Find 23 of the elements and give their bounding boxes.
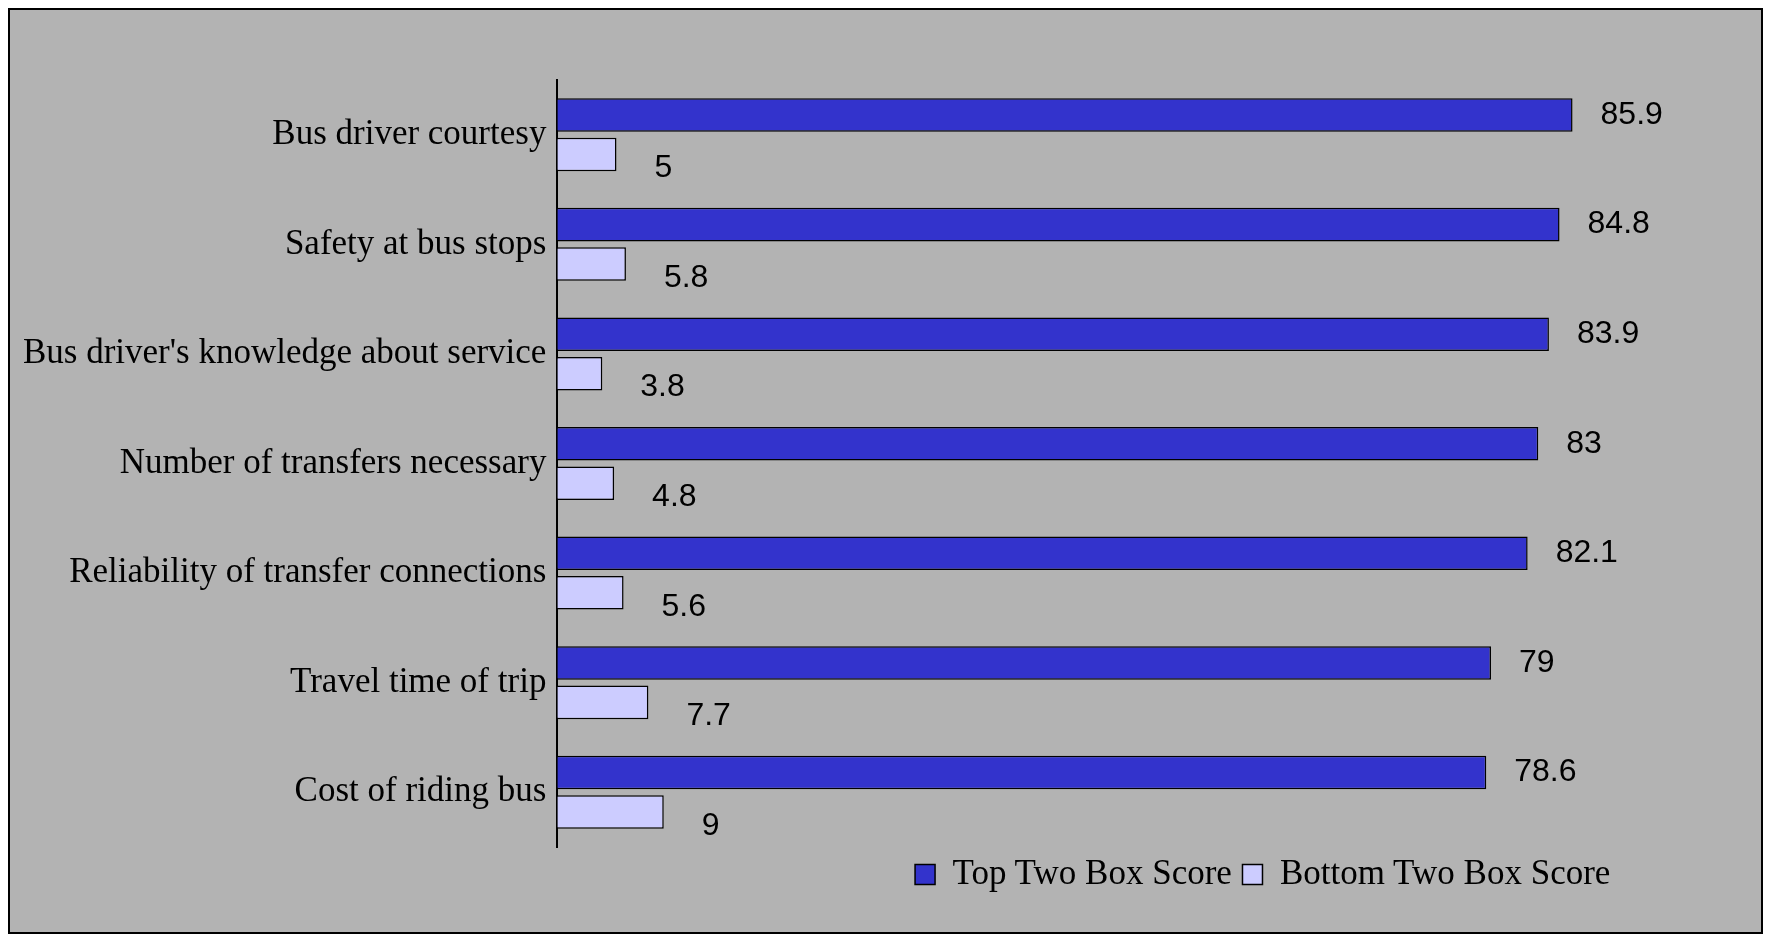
y-tick-label: Number of transfers necessary xyxy=(119,441,547,481)
data-label: 84.8 xyxy=(1587,204,1650,241)
data-label: 5.8 xyxy=(663,257,709,294)
data-label: 3.8 xyxy=(640,367,685,404)
data-label: 9 xyxy=(701,805,720,842)
data-label: 4.8 xyxy=(652,477,697,514)
y-tick-label: Cost of riding bus xyxy=(294,770,547,810)
data-label: 5 xyxy=(654,148,673,185)
data-label: 82.1 xyxy=(1555,533,1618,570)
data-label: 7.7 xyxy=(686,696,731,733)
data-label: 83 xyxy=(1566,423,1602,460)
y-tick-label: Bus driver's knowledge about service xyxy=(22,332,547,372)
y-tick-label: Reliability of transfer connections xyxy=(69,551,547,591)
y-tick-label: Safety at bus stops xyxy=(284,222,547,262)
y-tick-label: Travel time of trip xyxy=(290,660,547,700)
data-label: 5.6 xyxy=(661,586,707,623)
legend-label: Bottom Two Box Score xyxy=(1279,852,1611,892)
data-label: 79 xyxy=(1519,642,1555,679)
legend-label: Top Two Box Score xyxy=(952,852,1232,892)
data-label: 78.6 xyxy=(1514,752,1577,789)
y-tick-label: Bus driver courtesy xyxy=(272,112,547,152)
data-label: 83.9 xyxy=(1576,314,1640,351)
data-label: 85.9 xyxy=(1600,94,1663,131)
